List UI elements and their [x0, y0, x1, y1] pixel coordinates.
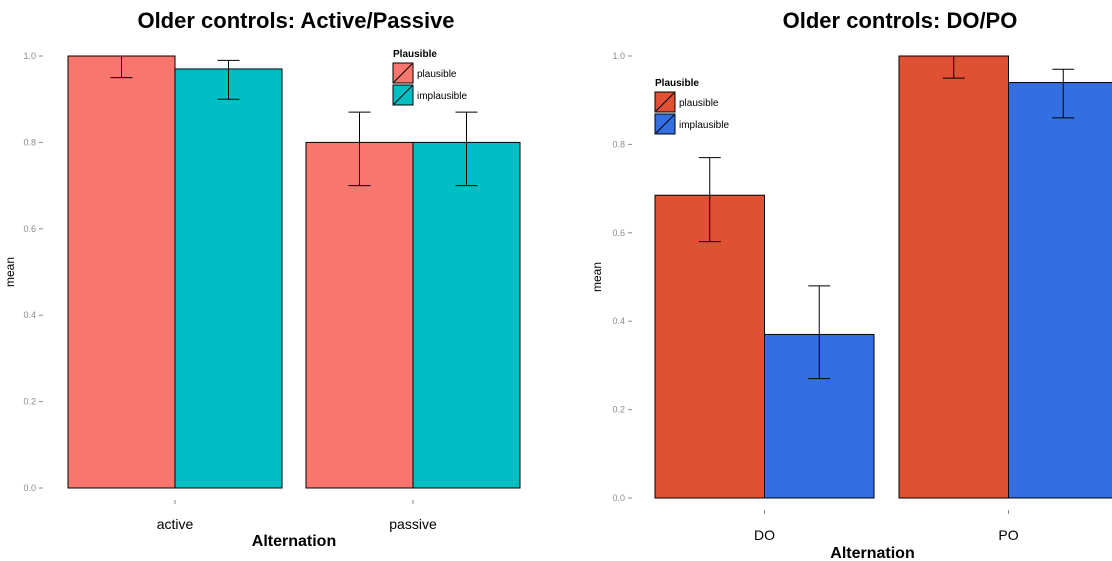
legend-label-plausible: plausible: [679, 98, 719, 109]
y-tick-label: 0.2: [612, 405, 625, 415]
x-axis-label: Alternation: [252, 533, 336, 550]
legend-swatch-slash: [393, 85, 413, 105]
error-bar-implausible-DO: [808, 285, 831, 380]
legend-title: Plausible: [393, 49, 437, 60]
x-tick-label: DO: [754, 527, 775, 543]
y-tick-label: 0.6: [612, 228, 625, 238]
error-bar-plausible-passive: [348, 111, 371, 187]
x-tick-label: passive: [389, 516, 437, 532]
y-tick-label: 0.0: [612, 493, 625, 503]
legend-swatch-slash: [393, 63, 413, 83]
bar-implausible-active: [174, 68, 283, 489]
x-tick-label: active: [157, 516, 194, 532]
y-tick-label: 0.0: [23, 483, 36, 493]
error-bar-plausible-DO: [698, 157, 721, 243]
error-bar-implausible-PO: [1052, 68, 1075, 119]
y-axis-label: mean: [3, 257, 17, 287]
y-tick-label: 1.0: [23, 51, 36, 61]
y-axis-label: mean: [590, 262, 604, 292]
bar-plausible-passive: [305, 141, 414, 489]
y-tick-label: 0.2: [23, 397, 36, 407]
bar-plausible-PO: [898, 55, 1009, 499]
y-tick-label: 0.4: [23, 310, 36, 320]
legend-title: Plausible: [655, 78, 699, 89]
legend-label-implausible: implausible: [679, 120, 729, 131]
chart-active-passive: Older controls: Active/Passive Alternati…: [3, 8, 521, 550]
y-tick-label: 0.6: [23, 224, 36, 234]
error-bar-implausible-active: [217, 59, 240, 100]
y-tick-label: 0.8: [612, 139, 625, 149]
chart-title: Older controls: DO/PO: [783, 8, 1018, 33]
x-axis-label: Alternation: [830, 545, 914, 561]
chart-do-po: Older controls: DO/PO Alternation mean P…: [590, 8, 1112, 561]
legend-label-plausible: plausible: [417, 69, 457, 80]
y-tick-label: 0.8: [23, 137, 36, 147]
legend-label-implausible: implausible: [417, 91, 467, 102]
y-tick-label: 1.0: [612, 51, 625, 61]
chart-title: Older controls: Active/Passive: [137, 8, 454, 33]
legend-swatch-slash: [655, 114, 675, 134]
bar-implausible-passive: [412, 141, 521, 489]
y-tick-label: 0.4: [612, 316, 625, 326]
legend-swatch-slash: [655, 92, 675, 112]
bar-implausible-PO: [1008, 82, 1112, 499]
error-bar-implausible-passive: [455, 111, 478, 187]
bar-plausible-active: [67, 55, 176, 489]
error-bar-plausible-active: [110, 55, 133, 79]
error-bar-plausible-PO: [942, 55, 965, 79]
x-tick-label: PO: [998, 527, 1018, 543]
